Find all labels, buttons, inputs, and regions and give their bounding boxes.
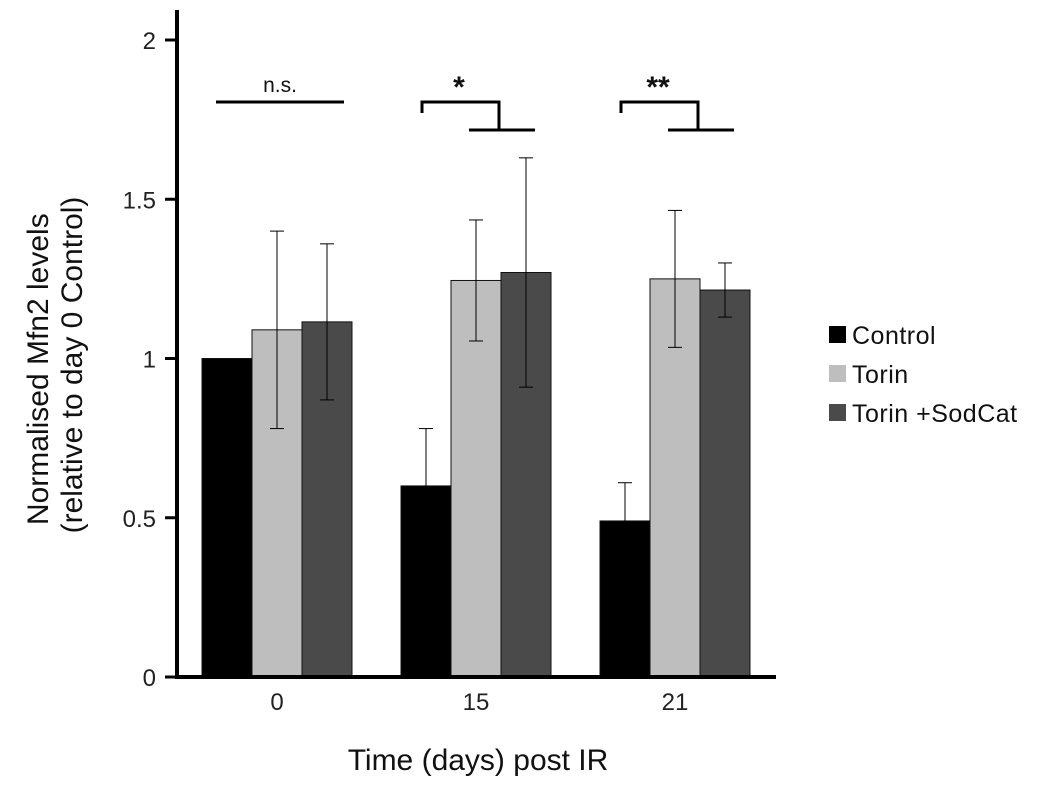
bar-control-0	[201, 358, 253, 678]
bar-torin-sodcat-21	[699, 289, 751, 678]
significance-label: n.s.	[263, 74, 297, 97]
y-tick-label: 0.5	[123, 506, 156, 533]
significance-label: *	[453, 71, 465, 104]
y-tick-label: 1	[143, 347, 156, 374]
significance-label: **	[646, 71, 670, 104]
legend-swatch	[829, 404, 846, 421]
legend-label: Torin +SodCat	[852, 400, 1018, 428]
y-tick-label: 0	[143, 665, 156, 692]
y-axis-title: Normalised Mfn2 levels (relative to day …	[22, 197, 89, 534]
legend-label: Torin	[852, 361, 909, 389]
y-tick-label: 2	[143, 28, 156, 55]
significance-bracket	[420, 100, 535, 132]
x-axis-ticks: 0 15 21	[270, 689, 688, 716]
error-bars	[270, 157, 732, 560]
significance-bracket	[619, 100, 734, 132]
legend-swatch	[829, 365, 846, 382]
x-tick-label: 21	[662, 689, 689, 716]
legend: Control Torin Torin +SodCat	[829, 322, 1018, 428]
legend-swatch	[829, 326, 846, 343]
axes	[175, 10, 776, 679]
y-axis-title-line-2: (relative to day 0 Control)	[56, 197, 89, 534]
legend-label: Control	[852, 322, 936, 350]
significance-annotations: n.s. * **	[216, 71, 734, 132]
y-tick-label: 1.5	[123, 187, 156, 214]
bar-series	[201, 272, 751, 678]
x-axis-title: Time (days) post IR	[348, 744, 609, 777]
x-tick-label: 0	[270, 689, 283, 716]
y-axis-ticks: 0 0.5 1 1.5 2	[123, 28, 177, 692]
x-tick-label: 15	[463, 689, 490, 716]
y-axis-title-line-1: Normalised Mfn2 levels	[22, 213, 55, 525]
